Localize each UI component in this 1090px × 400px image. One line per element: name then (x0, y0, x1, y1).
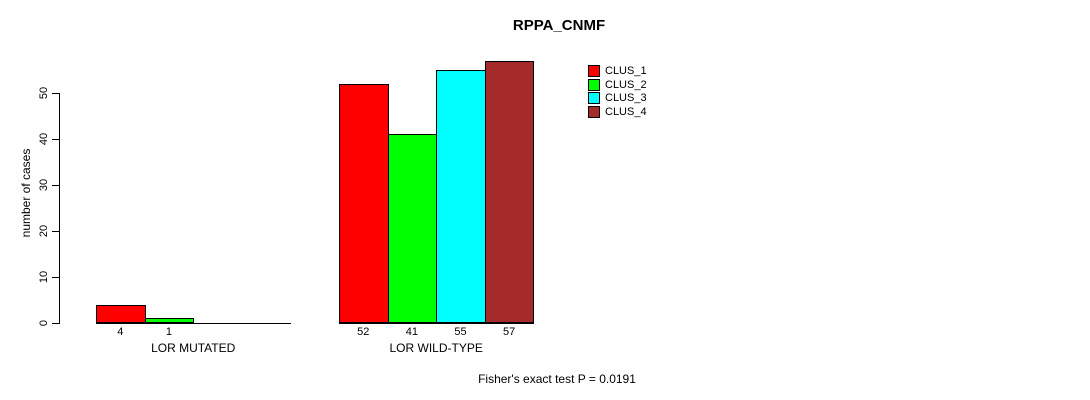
legend-label: CLUS_4 (605, 105, 647, 118)
legend-item-clus_1: CLUS_1 (588, 65, 647, 77)
legend-swatch-clus_4 (588, 105, 600, 118)
stat-annotation: Fisher's exact test P = 0.0191 (478, 372, 636, 386)
chart-title: RPPA_CNMF (512, 17, 606, 34)
group-label: LOR WILD-TYPE (389, 341, 483, 355)
bar-value-label: 4 (117, 326, 124, 338)
bar-value-label: 55 (454, 326, 467, 338)
legend-swatch-clus_1 (588, 65, 600, 77)
group-label: LOR MUTATED (151, 341, 236, 355)
bar-clus_4 (484, 60, 535, 323)
y-tick-mark (52, 185, 59, 186)
legend-label: CLUS_2 (605, 78, 647, 91)
bar-value-label: 52 (357, 326, 370, 338)
y-axis-label: number of cases (19, 148, 33, 238)
y-tick-mark (52, 277, 59, 278)
legend-swatch-clus_2 (588, 78, 600, 91)
group-baseline (339, 323, 535, 324)
legend-item-clus_4: CLUS_4 (588, 105, 647, 118)
legend-label: CLUS_1 (605, 65, 647, 77)
bar-value-label: 41 (405, 326, 419, 338)
bar-clus_2 (144, 318, 195, 323)
y-tick-mark (52, 231, 59, 232)
y-tick-mark (52, 139, 59, 140)
y-axis-line (59, 93, 60, 324)
bar-value-label: 1 (165, 326, 172, 338)
bar-clus_1 (96, 304, 146, 323)
y-tick-label: 20 (38, 224, 50, 238)
y-tick-label: 30 (38, 178, 50, 192)
y-tick-mark (52, 323, 59, 324)
legend-item-clus_3: CLUS_3 (588, 92, 647, 104)
legend-swatch-clus_3 (588, 92, 600, 104)
bar-value-label: 57 (502, 326, 516, 338)
legend-item-clus_2: CLUS_2 (588, 78, 647, 91)
y-tick-label: 40 (38, 132, 50, 146)
y-tick-label: 0 (38, 319, 50, 327)
y-tick-mark (52, 93, 59, 94)
legend-label: CLUS_3 (605, 92, 647, 104)
y-tick-label: 10 (38, 270, 50, 284)
group-baseline (96, 323, 292, 324)
bar-clus_2 (387, 134, 438, 323)
bar-clus_1 (339, 83, 389, 323)
bar-clus_3 (436, 70, 486, 323)
y-tick-label: 50 (38, 86, 50, 100)
